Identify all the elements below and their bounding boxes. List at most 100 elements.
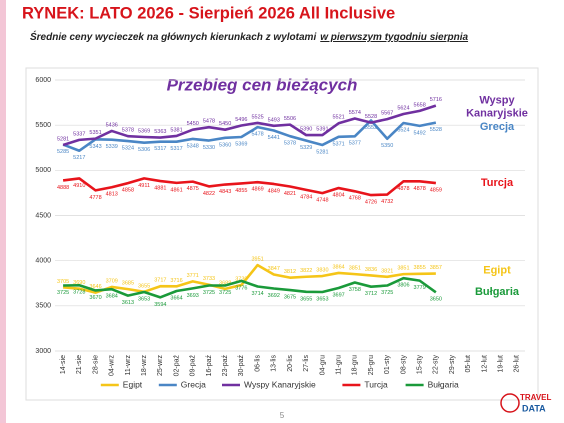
data-label: 3725 [57,290,69,296]
data-label: 3594 [154,302,166,308]
series-line [62,177,436,197]
x-tick-label: 08-sty [400,355,407,375]
data-label: 4726 [365,200,377,206]
data-label: 4881 [154,186,166,192]
x-tick-label: 27-lis [303,355,310,372]
data-label: 3857 [430,265,442,271]
data-label: 5317 [170,146,182,152]
data-label: 4804 [332,192,344,198]
end-label: Grecja [480,121,515,133]
x-tick-label: 23-paź [222,355,229,377]
data-label: 3728 [73,290,85,296]
data-label: 3733 [203,276,215,282]
data-label: 5369 [235,141,247,147]
data-label: 4878 [414,186,426,192]
data-label: 3613 [122,300,134,306]
chart-frame [25,67,539,401]
x-tick-label: 19-lut [498,355,505,373]
data-label: 3771 [187,273,199,279]
legend-label: Grecja [181,379,206,389]
legend-label: Egipt [123,379,143,389]
data-label: 5450 [219,121,231,127]
data-label: 3714 [251,291,263,297]
data-label: 3725 [203,290,215,296]
data-label: 4813 [106,192,118,198]
subtitle-text: Średnie ceny wycieczek na głównych kieru… [30,30,316,43]
data-label: 5371 [332,141,344,147]
x-tick-label: 04-gru [319,355,326,375]
x-tick-label: 01-sty [384,355,391,375]
data-label: 3730 [235,277,247,283]
data-label: 3779 [414,285,426,291]
data-label: 5381 [170,127,182,133]
logo-icon [500,393,520,413]
data-label: 4748 [316,198,328,204]
data-label: 3851 [397,266,409,272]
data-label: 4858 [122,188,134,194]
data-label: 3821 [381,268,393,274]
x-tick-label: 16-paź [206,355,213,377]
data-label: 4778 [89,195,101,201]
data-label: 5574 [349,110,361,116]
data-label: 5524 [397,127,409,133]
side-band [0,0,6,423]
data-label: 3725 [381,290,393,296]
y-tick-label: 3500 [35,303,51,310]
data-label: 5391 [316,126,328,132]
x-tick-label: 18-wrz [141,355,148,377]
series-line [63,276,437,299]
data-label: 3864 [332,264,344,270]
data-label: 5329 [300,145,312,151]
data-label: 4911 [138,183,150,189]
y-tick-label: 5000 [35,167,51,174]
x-tick-label: 20-lis [287,355,294,372]
data-label: 5281 [316,149,328,155]
y-tick-label: 3000 [35,348,51,355]
data-label: 5324 [122,146,134,152]
data-label: 3653 [316,296,328,302]
x-tick-label: 04-wrz [109,355,116,377]
data-label: 5217 [73,155,85,161]
data-label: 5369 [138,128,150,134]
data-label: 5528 [430,127,442,133]
x-tick-label: 18-gru [352,355,359,375]
data-label: 5552 [365,125,377,131]
data-label: 5378 [284,141,296,147]
data-label: 4910 [73,183,85,189]
data-label: 3650 [430,297,442,303]
y-tick-label: 4000 [35,258,51,265]
data-label: 3670 [89,295,101,301]
data-label: 5478 [203,119,215,125]
end-label: Egipt [483,265,511,277]
x-tick-label: 29-sty [449,355,456,375]
chart-title: Przebieg cen bieżących [167,75,358,94]
data-label: 3717 [154,278,166,284]
data-label: 4869 [251,187,263,193]
logo-text: TRAVEL [520,393,552,402]
data-label: 5528 [365,114,377,120]
x-tick-label: 30-paź [238,355,245,377]
end-label: Bułgaria [475,286,520,298]
data-label: 3716 [170,278,182,284]
data-label: 5496 [235,117,247,123]
data-label: 3725 [219,290,231,296]
data-label: 5567 [381,111,393,117]
data-label: 5450 [187,121,199,127]
data-label: 4821 [284,191,296,197]
legend-label: Turcja [364,379,388,389]
x-tick-label: 25-gru [368,355,375,375]
data-label: 5337 [73,131,85,137]
data-label: 4768 [349,196,361,202]
series-line [62,104,437,147]
x-tick-label: 09-paź [190,355,197,377]
data-label: 5343 [89,144,101,150]
data-label: 3705 [57,279,69,285]
data-label: 3675 [284,294,296,300]
end-label: Wyspy [479,95,515,107]
subtitle-underlined: w pierwszym tygodniu sierpnia [320,32,468,43]
x-tick-label: 14-sie [60,355,67,374]
data-label: 5350 [381,143,393,149]
x-tick-label: 21-sie [76,355,83,374]
legend-label: Bułgaria [428,379,459,389]
page-number: 5 [280,411,285,420]
